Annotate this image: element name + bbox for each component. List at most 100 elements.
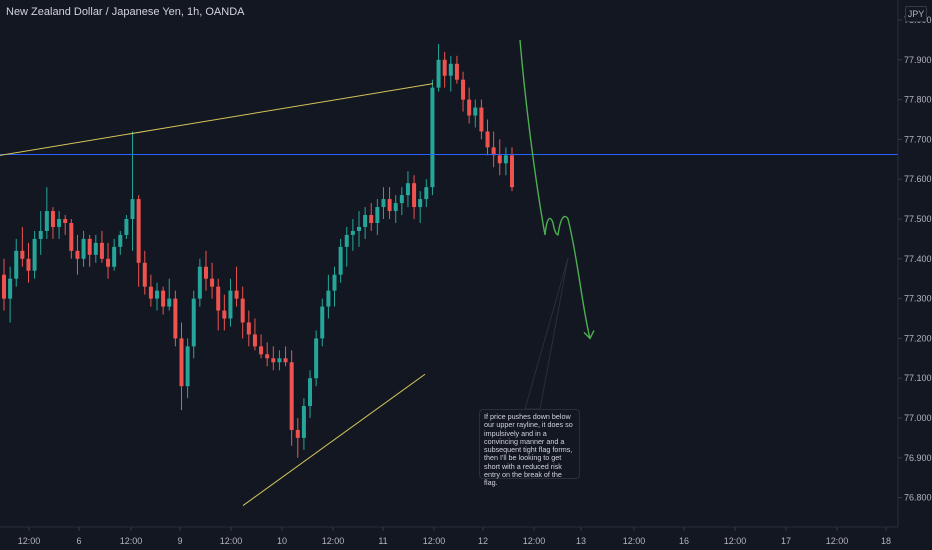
lower-trendline: [242, 373, 426, 506]
candle-body: [124, 219, 129, 235]
candle-body: [442, 59, 447, 76]
x-tick-label: 16: [679, 536, 689, 546]
candle-body: [393, 203, 398, 212]
candle-body: [271, 358, 276, 363]
candle-body: [448, 63, 453, 76]
x-tick-label: 12:00: [623, 536, 646, 546]
candle-body: [136, 199, 141, 263]
candle-body: [216, 286, 221, 311]
candle-body: [387, 199, 392, 212]
candle-body: [234, 290, 239, 299]
lines-group: [0, 39, 898, 506]
y-tick-label: 77.800: [904, 95, 932, 105]
candle-body: [381, 199, 386, 208]
currency-badge[interactable]: JPY: [905, 6, 927, 22]
candle-body: [14, 250, 19, 279]
x-tick-label: 12:00: [322, 536, 345, 546]
candle-body: [63, 219, 68, 223]
candle-body: [118, 234, 123, 247]
candle-body: [203, 266, 208, 279]
y-tick-label: 76.900: [904, 453, 932, 463]
x-tick-label: 13: [576, 536, 586, 546]
candle-body: [44, 211, 49, 231]
candle-body: [252, 334, 257, 347]
candle-body: [510, 155, 514, 188]
candle-body: [32, 238, 37, 271]
candle-body: [350, 230, 355, 235]
candle-body: [75, 250, 80, 259]
candle-body: [424, 187, 429, 200]
y-tick-label: 77.600: [904, 174, 932, 184]
candle-body: [314, 338, 319, 379]
y-tick-label: 77.400: [904, 254, 932, 264]
candle-body: [467, 99, 472, 116]
candle-body: [57, 219, 62, 227]
projection-path: [519, 39, 591, 339]
candle-body: [106, 258, 111, 267]
candle-body: [185, 346, 190, 387]
candle-body: [430, 87, 435, 188]
candle-body: [130, 199, 135, 219]
candle-body: [228, 290, 233, 319]
x-tick-label: 17: [781, 536, 791, 546]
x-tick-label: 12:00: [18, 536, 41, 546]
candle-body: [363, 215, 368, 227]
candle-body: [283, 358, 288, 363]
candle-body: [491, 147, 496, 156]
annotation-callout[interactable]: If price pushes down below our upper ray…: [479, 409, 580, 487]
candle-body: [148, 286, 153, 299]
time-axis[interactable]: 12:00 6 12:00 9 12:00 10 12:00 11 12:00 12 12:00 13…: [18, 527, 891, 546]
candle-body: [412, 183, 417, 208]
candle-body: [326, 290, 331, 307]
candle-body: [479, 107, 484, 132]
candle-body: [26, 258, 31, 271]
y-tick-label: 77.900: [904, 55, 932, 65]
candle-body: [197, 266, 202, 299]
candle-body: [87, 238, 92, 255]
x-tick-label: 12:00: [724, 536, 747, 546]
candle-body: [289, 362, 294, 430]
candle-body: [436, 59, 441, 88]
candle-body: [277, 358, 282, 363]
candle-body: [485, 131, 490, 148]
candle-body: [332, 274, 337, 291]
price-axis[interactable]: 78.00077.90077.80077.70077.60077.50077.4…: [898, 15, 932, 503]
x-tick-label: 12:00: [220, 536, 243, 546]
candle-body: [399, 195, 404, 204]
candle-body: [338, 246, 343, 275]
x-tick-label: 12:00: [423, 536, 446, 546]
candle-body: [320, 306, 325, 339]
candle-body: [356, 226, 361, 231]
candle-body: [454, 63, 459, 80]
chart-title: New Zealand Dollar / Japanese Yen, 1h, O…: [6, 6, 245, 18]
candle-body: [259, 346, 264, 355]
x-tick-label: 12:00: [120, 536, 143, 546]
candle-body: [503, 155, 508, 164]
x-tick-label: 11: [378, 536, 387, 546]
candle-body: [497, 155, 502, 164]
x-tick-label: 18: [881, 536, 891, 546]
candle-body: [375, 207, 380, 223]
candle-body: [369, 215, 374, 223]
candle-body: [344, 234, 349, 247]
upper-trendline: [0, 83, 434, 156]
candle-body: [161, 290, 166, 307]
y-tick-label: 77.200: [904, 333, 932, 343]
x-tick-label: 9: [177, 536, 182, 546]
y-tick-label: 77.000: [904, 413, 932, 423]
candle-body: [210, 278, 215, 287]
candle-body: [167, 298, 172, 307]
candle-body: [20, 250, 25, 259]
candle-body: [142, 262, 147, 287]
candle-body: [38, 230, 43, 239]
candle-body: [295, 429, 300, 438]
x-tick-label: 12:00: [523, 536, 546, 546]
candle-body: [69, 222, 74, 251]
x-tick-label: 12:00: [826, 536, 849, 546]
candle-body: [179, 338, 184, 387]
candle-body: [155, 290, 160, 299]
y-tick-label: 77.500: [904, 214, 932, 224]
candle-body: [405, 183, 410, 196]
candle-body: [222, 310, 227, 319]
